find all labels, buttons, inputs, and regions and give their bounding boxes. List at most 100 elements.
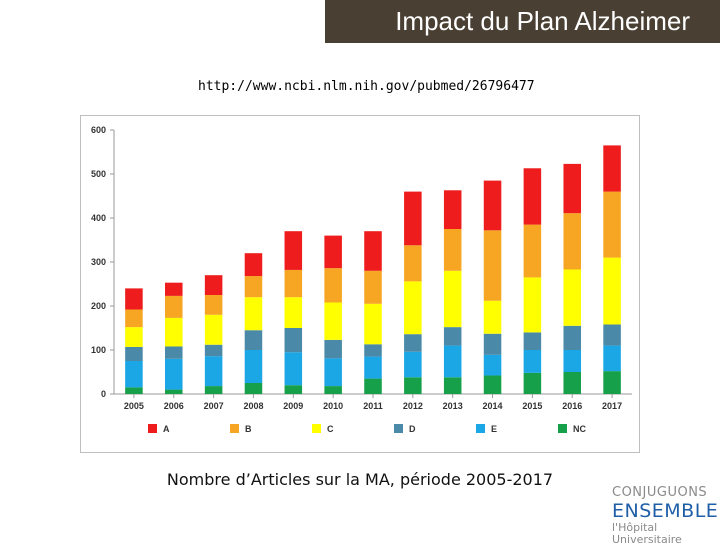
bar-e-2013: [443, 345, 462, 378]
bar-c-2005: [125, 327, 143, 347]
bar-e-2016: [563, 350, 581, 372]
bar-c-2009: [284, 297, 303, 328]
legend-swatch-d: [394, 424, 403, 433]
bar-d-2009: [284, 328, 303, 353]
bar-b-2005: [125, 309, 143, 328]
bar-nc-2005: [125, 387, 143, 394]
x-tick-label: 2011: [363, 401, 383, 411]
x-tick-label: 2010: [323, 401, 343, 411]
y-tick-label: 600: [91, 125, 106, 135]
bar-c-2014: [483, 300, 502, 334]
bar-d-2015: [523, 332, 542, 350]
bar-a-2015: [523, 168, 542, 225]
bar-nc-2008: [244, 383, 263, 394]
bar-d-2011: [364, 344, 382, 357]
x-tick-label: 2005: [124, 401, 144, 411]
bar-e-2010: [324, 358, 342, 387]
bar-c-2017: [603, 257, 621, 325]
chart-caption: Nombre d’Articles sur la MA, période 200…: [166, 470, 554, 489]
bar-a-2008: [244, 253, 263, 277]
title-banner: Impact du Plan Alzheimer: [325, 0, 720, 43]
legend-label-b: B: [245, 424, 252, 434]
x-tick-label: 2014: [483, 401, 503, 411]
bar-d-2014: [483, 333, 502, 355]
x-tick-label: 2015: [522, 401, 542, 411]
bar-d-2010: [324, 339, 342, 359]
bar-nc-2014: [483, 375, 502, 394]
bar-e-2007: [204, 356, 223, 387]
bar-d-2006: [165, 346, 183, 359]
bar-nc-2017: [603, 371, 621, 394]
y-tick-label: 500: [91, 169, 106, 179]
bar-nc-2013: [443, 377, 462, 394]
bar-b-2013: [443, 229, 462, 271]
bar-e-2005: [125, 361, 143, 388]
bar-d-2013: [443, 327, 462, 346]
source-url[interactable]: http://www.ncbi.nlm.nih.gov/pubmed/26796…: [198, 79, 535, 94]
y-tick-label: 0: [101, 389, 106, 399]
logo-line-1: CONJUGUONS: [612, 485, 708, 500]
bar-a-2011: [364, 231, 382, 271]
bar-d-2017: [603, 324, 621, 346]
bar-a-2007: [204, 275, 223, 295]
bar-a-2014: [483, 180, 502, 231]
x-tick-label: 2006: [164, 401, 184, 411]
legend-swatch-a: [148, 424, 157, 433]
logo-line-2: ENSEMBLE: [612, 500, 719, 522]
bar-nc-2009: [284, 385, 303, 394]
bar-nc-2016: [563, 372, 581, 394]
bar-nc-2011: [364, 378, 382, 394]
bar-a-2012: [404, 191, 422, 246]
legend-swatch-e: [476, 424, 485, 433]
bar-nc-2015: [523, 372, 542, 394]
bar-b-2016: [563, 213, 581, 270]
bar-a-2006: [165, 282, 183, 296]
bar-c-2012: [404, 281, 422, 335]
legend-label-c: C: [327, 424, 334, 434]
bar-c-2011: [364, 303, 382, 345]
bar-b-2009: [284, 269, 303, 298]
bar-nc-2010: [324, 386, 342, 394]
bar-c-2015: [523, 277, 542, 333]
y-tick-label: 200: [91, 301, 106, 311]
legend-label-a: A: [163, 424, 170, 434]
legend-label-d: D: [409, 424, 416, 434]
bar-e-2009: [284, 352, 303, 386]
bar-d-2016: [563, 325, 581, 350]
bar-b-2015: [523, 224, 542, 278]
bar-a-2005: [125, 288, 143, 310]
bar-e-2012: [404, 351, 422, 378]
bar-a-2009: [284, 231, 303, 270]
y-tick-label: 100: [91, 345, 106, 355]
bar-c-2010: [324, 302, 342, 340]
x-tick-label: 2009: [283, 401, 303, 411]
bar-c-2006: [165, 317, 183, 347]
x-tick-label: 2017: [602, 401, 622, 411]
bar-b-2017: [603, 191, 621, 258]
x-tick-label: 2007: [204, 401, 224, 411]
legend-label-e: E: [491, 424, 497, 434]
bar-d-2012: [404, 334, 422, 352]
bar-c-2007: [204, 314, 223, 345]
bar-a-2016: [563, 163, 581, 214]
x-tick-label: 2012: [403, 401, 423, 411]
bar-nc-2006: [165, 389, 183, 394]
chart-container: 0 100 200 300 400 500 600 2005 2006 2007 2008 2009 2…: [80, 115, 640, 453]
bar-b-2007: [204, 295, 223, 315]
bar-b-2008: [244, 276, 263, 298]
bar-c-2008: [244, 297, 263, 331]
legend-label-nc: NC: [573, 424, 586, 434]
bar-b-2012: [404, 245, 422, 282]
bar-a-2010: [324, 235, 342, 269]
bar-c-2016: [563, 269, 581, 326]
logo-line-3: l'Hôpital Universitaire: [612, 521, 682, 546]
bar-c-2013: [443, 270, 462, 328]
bar-b-2014: [483, 230, 502, 301]
bar-b-2010: [324, 268, 342, 303]
stacked-bar-chart: 0 100 200 300 400 500 600 2005 2006 2007 2008 2009 2…: [80, 115, 640, 453]
bar-e-2008: [244, 350, 263, 383]
bar-a-2013: [443, 190, 462, 229]
conjuguons-ensemble-logo: CONJUGUONS ENSEMBLE l'Hôpital Universita…: [612, 485, 719, 546]
bar-b-2011: [364, 270, 382, 304]
legend-swatch-b: [230, 424, 239, 433]
